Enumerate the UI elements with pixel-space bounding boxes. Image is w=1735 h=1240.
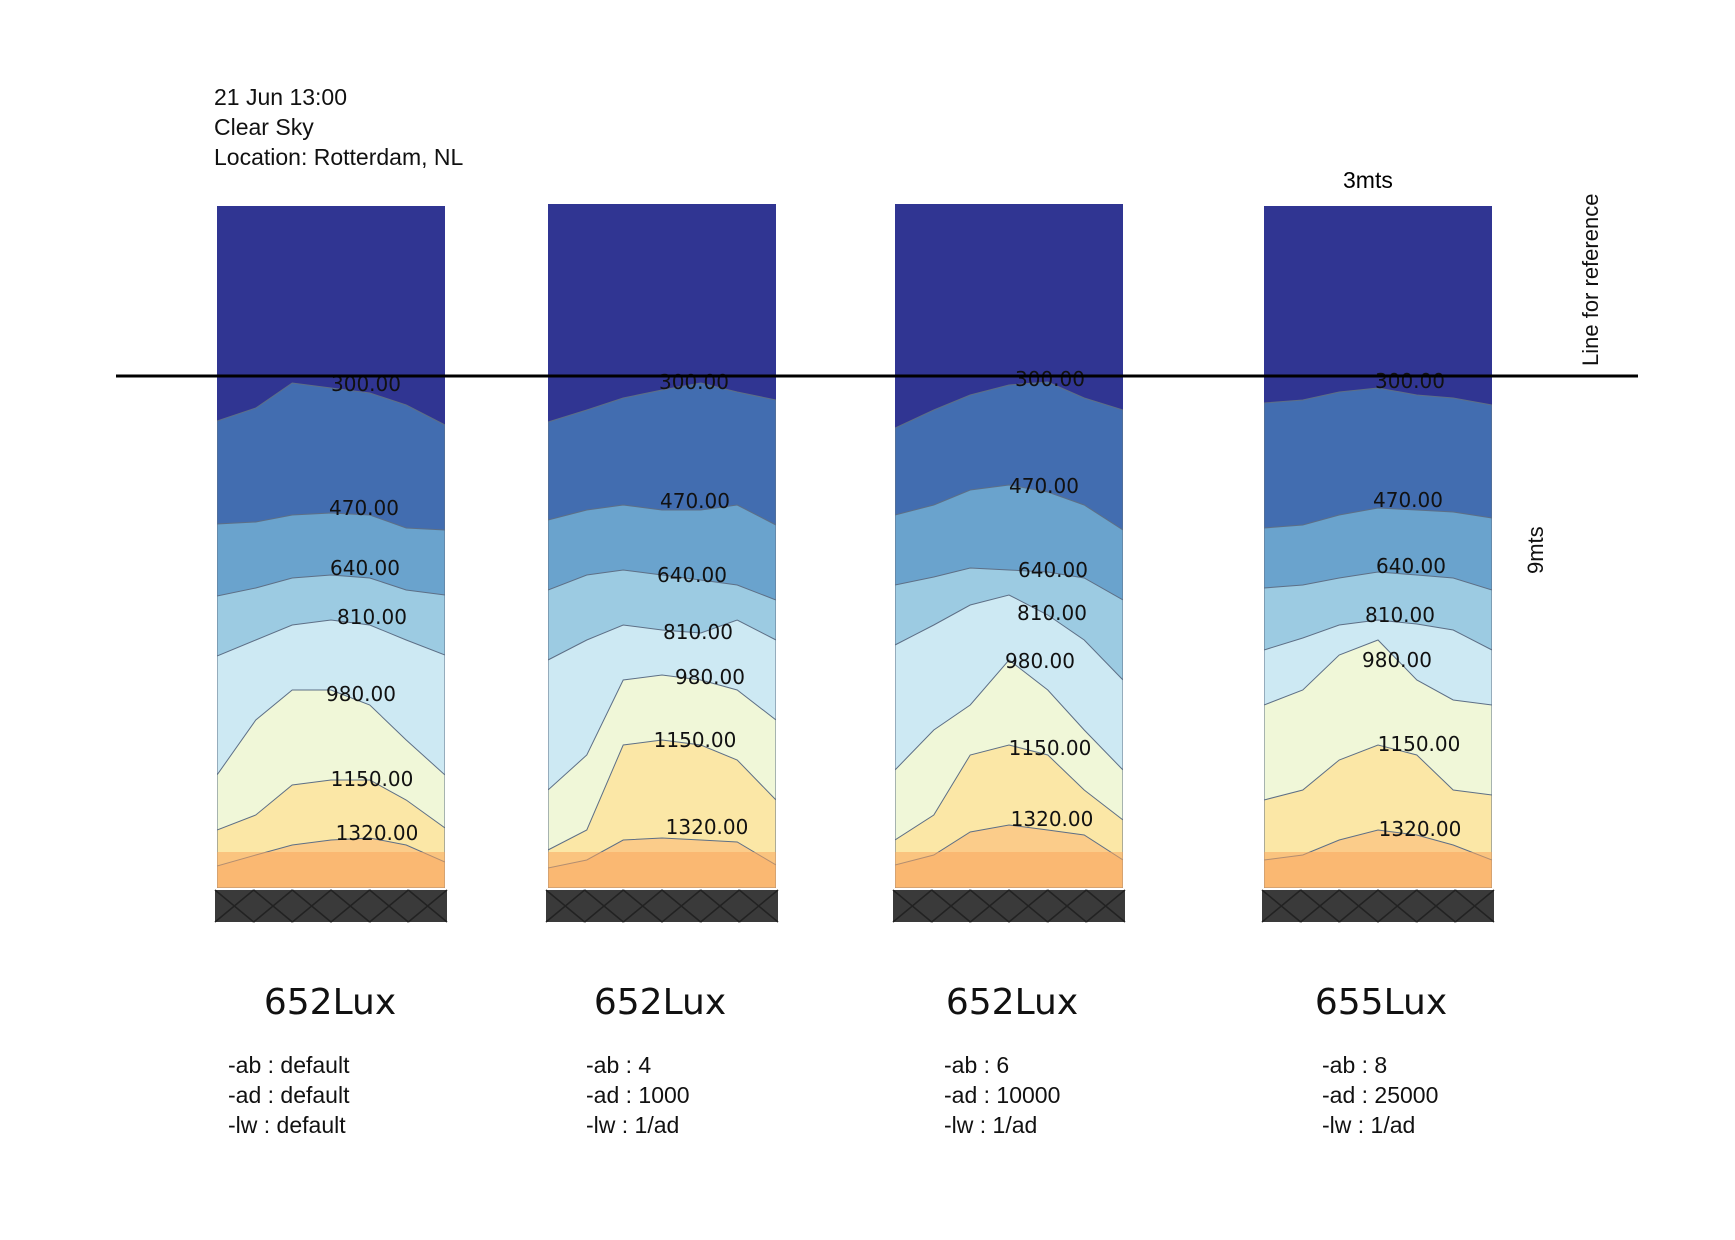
panel-2-floor-band (548, 852, 776, 888)
panel-1-contour-label-3: 640.00 (330, 556, 400, 580)
panel-2-base (546, 890, 778, 922)
panel-4-contour-label-4: 810.00 (1365, 603, 1435, 627)
panel-4-contour-label-2: 470.00 (1373, 488, 1443, 512)
simulation-info: 21 Jun 13:00 Clear Sky Location: Rotterd… (214, 82, 463, 172)
panel-1-contour-label-4: 810.00 (337, 605, 407, 629)
panel-1-base (215, 890, 447, 922)
width-label: 3mts (1343, 167, 1393, 193)
panel-4-ad: -ad : 25000 (1322, 1082, 1439, 1108)
panels-group: 300.00 470.00 640.00 810.00 980.00 1150.00 132… (214, 204, 1495, 923)
panel-3-base-hatch (892, 889, 1126, 923)
panel-4-contour-label-5: 980.00 (1362, 648, 1432, 672)
panel-4-ab: -ab : 8 (1322, 1052, 1388, 1078)
panel-3-contour-label-4: 810.00 (1017, 601, 1087, 625)
panel-4-contour-label-1: 300.00 (1375, 369, 1445, 393)
panel-1-ab: -ab : default (228, 1052, 350, 1078)
panel-3-contour-label-5: 980.00 (1005, 649, 1075, 673)
panel-1-base-hatch (214, 889, 448, 923)
panel-1-lux: 652Lux (263, 982, 397, 1023)
panel-2-contour-label-1: 300.00 (659, 370, 729, 394)
panel-1-lw: -lw : default (228, 1112, 346, 1138)
height-label: 9mts (1523, 526, 1548, 574)
panel-3-params: -ab : 6 -ad : 10000 -lw : 1/ad (944, 1050, 1060, 1140)
panel-1-ad: -ad : default (228, 1082, 350, 1108)
panel-2: 300.00 470.00 640.00 810.00 980.00 1150.00 132… (545, 204, 779, 923)
panel-3: 300.00 470.00 640.00 810.00 980.00 1150.00 132… (892, 204, 1126, 923)
panel-2-lw: -lw : 1/ad (586, 1112, 680, 1138)
panel-4-contour-label-3: 640.00 (1376, 554, 1446, 578)
panel-4-base-hatch (1261, 889, 1495, 923)
panel-3-contour-label-7: 1320.00 (1011, 807, 1094, 831)
panel-2-params: -ab : 4 -ad : 1000 -lw : 1/ad (586, 1050, 690, 1140)
panel-1: 300.00470.00640.00810.00980.001150.00132… (214, 206, 448, 923)
panel-2-contour-label-2: 470.00 (660, 489, 730, 513)
panel-3-lux: 652Lux (945, 982, 1079, 1023)
panel-4-params: -ab : 8 -ad : 25000 -lw : 1/ad (1322, 1050, 1438, 1140)
panel-3-contour-label-1: 300.00 (1015, 367, 1085, 391)
panel-3-lw: -lw : 1/ad (944, 1112, 1038, 1138)
panel-1-params: -ab : default -ad : default -lw : defaul… (228, 1050, 349, 1140)
panel-4-floor-band (1264, 852, 1492, 888)
panel-1-contour-label-7: 1320.00 (336, 821, 419, 845)
panel-2-contour-label-7: 1320.00 (666, 815, 749, 839)
date-time-label: 21 Jun 13:00 (214, 84, 348, 110)
panel-3-base (893, 890, 1125, 922)
panel-1-contour-label-6: 1150.00 (331, 767, 414, 791)
location-label: Location: Rotterdam, NL (214, 144, 464, 170)
panel-2-contour-label-5: 980.00 (675, 665, 745, 689)
panel-2-ab: -ab : 4 (586, 1052, 652, 1078)
panel-3-contour-label-2: 470.00 (1009, 474, 1079, 498)
panel-2-base-hatch (545, 889, 779, 923)
panel-2-contour-label-4: 810.00 (663, 620, 733, 644)
panel-4-lw: -lw : 1/ad (1322, 1112, 1416, 1138)
panel-4-contour-label-6: 1150.00 (1378, 732, 1461, 756)
panel-1-contour-label-5: 980.00 (326, 682, 396, 706)
sky-label: Clear Sky (214, 114, 314, 140)
panel-2-contour-label-3: 640.00 (657, 563, 727, 587)
panel-3-contour-label-6: 1150.00 (1009, 736, 1092, 760)
panel-1-floor-band (217, 852, 445, 888)
panel-3-ad: -ad : 10000 (944, 1082, 1061, 1108)
reference-line-label: Line for reference (1578, 193, 1603, 366)
panel-4-contour-label-7: 1320.00 (1379, 817, 1462, 841)
panel-3-ab: -ab : 6 (944, 1052, 1010, 1078)
panel-2-lux: 652Lux (593, 982, 727, 1023)
panel-4-lux: 655Lux (1314, 982, 1448, 1023)
panel-1-contour-label-2: 470.00 (329, 496, 399, 520)
panel-3-floor-band (895, 852, 1123, 888)
panel-3-contour-label-3: 640.00 (1018, 558, 1088, 582)
panel-2-contour-label-6: 1150.00 (654, 728, 737, 752)
panel-4: 300.00 470.00 640.00 810.00 980.00 1150.00 132… (1261, 206, 1495, 923)
panel-4-base (1262, 890, 1494, 922)
panel-2-ad: -ad : 1000 (586, 1082, 690, 1108)
